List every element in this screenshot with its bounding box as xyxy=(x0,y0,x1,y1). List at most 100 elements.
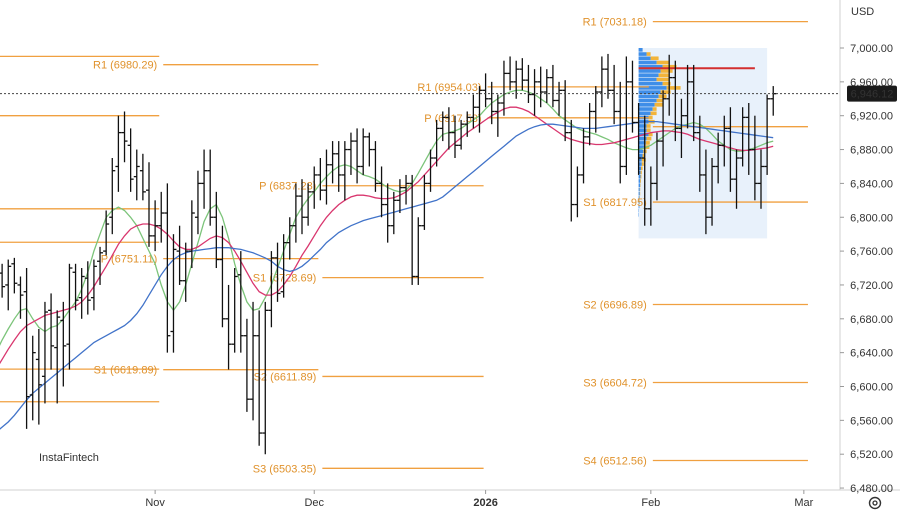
moving-average-line-2 xyxy=(0,106,774,365)
ohlc-bar xyxy=(11,257,18,294)
volume-profile-row-buy xyxy=(638,170,641,175)
volume-profile-row-buy xyxy=(638,64,663,69)
volume-profile-row-sell xyxy=(640,170,642,175)
ohlc-bar xyxy=(274,242,281,302)
ohlc-bar xyxy=(543,69,550,104)
y-tick-label: 6,560.00 xyxy=(850,415,893,427)
volume-profile-row-buy xyxy=(638,141,646,145)
ohlc-bar xyxy=(586,103,593,146)
ohlc-bar xyxy=(500,60,507,116)
y-tick-label: 6,520.00 xyxy=(850,449,893,461)
ohlc-bar xyxy=(127,128,134,192)
ohlc-bar xyxy=(580,128,587,184)
ohlc-bar xyxy=(219,225,226,328)
y-tick-label: 6,800.00 xyxy=(850,212,893,224)
ohlc-bar xyxy=(176,225,183,285)
ohlc-bar xyxy=(35,328,42,425)
ohlc-bar xyxy=(305,183,312,226)
volume-profile-row-sell xyxy=(650,56,659,61)
ohlc-bar xyxy=(702,149,709,235)
pivot-label: S4 (6512.56) xyxy=(583,455,647,467)
pivot-label: P (6751.11) xyxy=(101,254,157,266)
volume-profile-row-sell xyxy=(648,115,653,120)
volume-profile-row-sell xyxy=(660,90,671,94)
ohlc-bar xyxy=(684,64,691,129)
y-tick-label: 6,760.00 xyxy=(850,246,893,258)
ohlc-bar xyxy=(439,111,446,142)
ohlc-bar xyxy=(182,242,189,302)
ohlc-bar xyxy=(739,107,746,167)
pivot-label: S2 (6696.89) xyxy=(583,300,647,312)
volume-profile-row-buy xyxy=(638,149,644,154)
ohlc-bar xyxy=(464,111,471,137)
volume-profile-row-sell xyxy=(640,174,642,179)
gear-icon-hub xyxy=(872,500,878,506)
x-tick-label: Mar xyxy=(794,497,813,509)
volume-profile-row-sell xyxy=(656,98,663,103)
ohlc-bar xyxy=(452,115,458,159)
pivot-label: R1 (6954.03) xyxy=(417,82,481,94)
ohlc-bar xyxy=(29,335,36,421)
ohlc-bar xyxy=(568,119,575,222)
volume-profile-row-sell xyxy=(646,124,651,128)
ohlc-bar xyxy=(250,301,257,421)
volume-profile-row-buy xyxy=(638,128,647,133)
ohlc-bar xyxy=(531,69,538,116)
ohlc-bar xyxy=(690,64,697,142)
ohlc-bar xyxy=(280,234,287,298)
last-price-badge xyxy=(847,85,897,102)
pivot-label: S1 (6728.69) xyxy=(253,273,317,285)
ohlc-bar xyxy=(513,60,520,99)
pivot-label: R1 (6980.29) xyxy=(93,60,157,72)
ohlc-bar xyxy=(482,73,489,108)
ohlc-bar xyxy=(347,132,354,175)
ohlc-bar xyxy=(525,64,532,104)
volume-profile-row-buy xyxy=(638,60,657,65)
ohlc-bar xyxy=(733,149,740,209)
ohlc-bar xyxy=(715,132,722,184)
ohlc-bar xyxy=(286,217,293,260)
ohlc-bar xyxy=(764,94,771,175)
ohlc-bar xyxy=(152,200,159,252)
ohlc-bar xyxy=(84,261,91,315)
ohlc-bar xyxy=(751,115,758,201)
y-tick-label: 6,880.00 xyxy=(850,145,893,157)
ohlc-bar xyxy=(103,210,110,256)
volume-profile-row-buy xyxy=(638,103,655,107)
ohlc-bar xyxy=(727,107,734,192)
ohlc-bar xyxy=(146,162,152,247)
moving-average-line-1 xyxy=(0,89,774,346)
gear-icon[interactable] xyxy=(868,496,882,510)
ohlc-bar xyxy=(60,301,67,387)
volume-profile-row-buy xyxy=(638,56,651,61)
pivot-label: S1 (6817.95) xyxy=(583,197,647,209)
currency-selector[interactable]: USD xyxy=(851,6,874,18)
y-tick-label: 6,480.00 xyxy=(850,483,893,495)
ohlc-bar xyxy=(341,141,348,201)
ohlc-bar xyxy=(231,268,238,353)
ohlc-bar xyxy=(109,158,116,235)
ohlc-bar xyxy=(660,90,667,167)
ohlc-bar xyxy=(641,115,648,226)
ohlc-bar xyxy=(335,141,342,192)
volume-profile-row-sell xyxy=(656,60,669,65)
ohlc-bar xyxy=(409,174,416,285)
ohlc-bar xyxy=(678,98,685,159)
y-tick-label: 6,600.00 xyxy=(850,382,893,394)
ohlc-bar xyxy=(225,284,232,370)
ohlc-bar xyxy=(696,115,703,192)
y-tick-label: 7,000.00 xyxy=(850,43,893,55)
ohlc-bar xyxy=(445,107,452,150)
ohlc-bar xyxy=(433,119,440,167)
volume-profile-row-buy xyxy=(638,183,641,188)
gear-icon-ring xyxy=(868,496,882,510)
volume-profile-row-buy xyxy=(638,77,657,82)
ohlc-bar xyxy=(372,141,379,192)
ohlc-bar xyxy=(48,293,55,370)
ohlc-bar xyxy=(17,276,24,319)
volume-profile-row-buy xyxy=(638,73,659,78)
x-tick-label: Feb xyxy=(641,497,660,509)
ohlc-bar xyxy=(23,268,30,429)
